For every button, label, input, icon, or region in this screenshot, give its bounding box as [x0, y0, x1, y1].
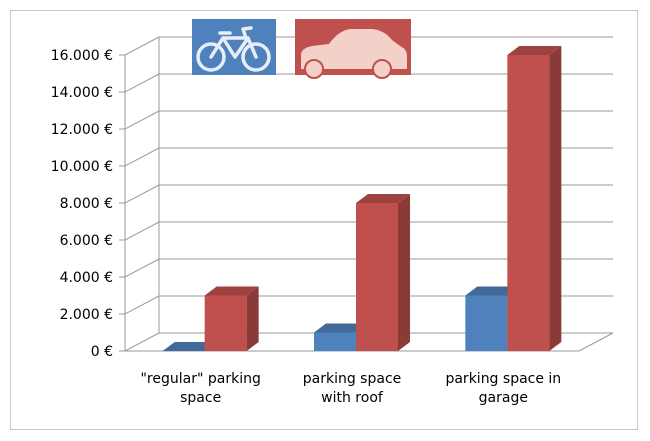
- y-tick-label: 14.000 €: [51, 85, 113, 101]
- bar-chart: 0 € 2.000 € 4.000 € 6.000 € 8.000 € 10.000 € 1…: [51, 19, 614, 406]
- gridline-diag: [124, 221, 160, 241]
- y-tick-label: 12.000 €: [51, 122, 113, 138]
- bicycle-icon: [196, 26, 271, 72]
- label-layer: "regular" parking space parking space with …: [140, 371, 561, 406]
- car-icon: [301, 29, 407, 79]
- gridline-diag: [124, 184, 160, 204]
- x-tick-label-line: space: [180, 390, 221, 406]
- bar-front: [204, 295, 247, 351]
- bar-top: [356, 194, 410, 203]
- bar-side: [246, 286, 259, 351]
- x-tick-label: "regular" parking space: [140, 371, 260, 406]
- bar-top: [465, 286, 520, 296]
- y-tick-label: 0 €: [91, 344, 113, 360]
- y-tick-label: 16.000 €: [51, 48, 113, 64]
- bar-front: [356, 203, 398, 351]
- gridline-diag: [124, 73, 160, 93]
- bar-front: [507, 55, 550, 351]
- x-tick-label-line: garage: [479, 390, 528, 406]
- chart-frame: 0 € 2.000 € 4.000 € 6.000 € 8.000 € 10.000 € 1…: [10, 10, 638, 430]
- bar-bicycle-0: [162, 342, 217, 351]
- bar-car-1: [356, 194, 410, 351]
- y-tick-label: 2.000 €: [60, 307, 113, 323]
- gridline-diag: [124, 147, 160, 167]
- bar-car-0: [204, 286, 259, 351]
- bar-layer: [162, 46, 562, 351]
- bar-side: [549, 46, 562, 351]
- gridline-diag: [124, 110, 160, 130]
- legend-item-bicycle: [192, 19, 276, 75]
- bar-front: [465, 295, 508, 351]
- bar-side: [398, 194, 410, 351]
- y-tick-label: 8.000 €: [60, 196, 113, 212]
- x-tick-label: parking space in garage: [445, 371, 561, 406]
- x-tick-label-line: "regular" parking: [140, 371, 260, 387]
- bar-top: [204, 286, 259, 296]
- gridline-diag: [124, 295, 160, 315]
- x-tick-label-line: with roof: [321, 390, 384, 406]
- gridline-diag: [124, 258, 160, 278]
- bar-car-2: [507, 46, 562, 351]
- legend: [192, 19, 411, 79]
- x-tick-label: parking space with roof: [303, 371, 402, 406]
- bar-front: [314, 332, 356, 351]
- bar-top: [162, 342, 217, 351]
- gridline-diag: [124, 332, 160, 352]
- floor-edge: [578, 332, 614, 352]
- bar-top: [314, 323, 368, 333]
- x-tick-label-line: parking space: [303, 371, 402, 387]
- y-tick-label: 4.000 €: [60, 270, 113, 286]
- bar-top: [507, 46, 562, 55]
- gridline-diag: [124, 36, 160, 56]
- x-tick-label-line: parking space in: [445, 371, 561, 387]
- y-tick-label: 6.000 €: [60, 233, 113, 249]
- legend-item-car: [295, 19, 411, 79]
- y-tick-label: 10.000 €: [51, 159, 113, 175]
